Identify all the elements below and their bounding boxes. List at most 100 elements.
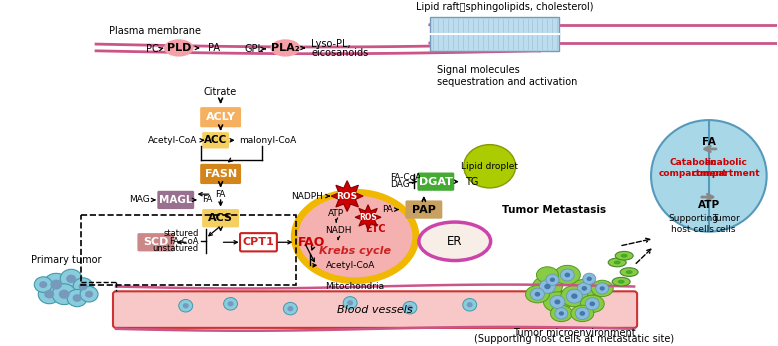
Ellipse shape — [555, 308, 568, 319]
Ellipse shape — [531, 288, 545, 300]
Text: PA: PA — [382, 205, 393, 214]
FancyBboxPatch shape — [138, 233, 174, 252]
Ellipse shape — [271, 39, 300, 57]
Ellipse shape — [464, 145, 516, 188]
Text: malonyl-CoA: malonyl-CoA — [240, 136, 296, 145]
Text: ETC: ETC — [365, 224, 385, 234]
Text: CPT1: CPT1 — [243, 237, 275, 247]
Text: PLA₂: PLA₂ — [271, 43, 300, 53]
Ellipse shape — [550, 305, 573, 322]
Ellipse shape — [580, 311, 585, 316]
Text: PA: PA — [208, 43, 219, 53]
Ellipse shape — [550, 295, 565, 308]
Ellipse shape — [179, 300, 193, 312]
Ellipse shape — [581, 286, 587, 291]
Text: eicosanoids: eicosanoids — [311, 48, 369, 58]
Text: Tumor
cells: Tumor cells — [712, 214, 740, 234]
Ellipse shape — [555, 265, 580, 285]
FancyBboxPatch shape — [240, 233, 277, 252]
Ellipse shape — [587, 276, 592, 281]
Text: statured: statured — [163, 229, 198, 238]
Ellipse shape — [560, 269, 574, 281]
Ellipse shape — [59, 290, 69, 299]
Text: ACS: ACS — [208, 213, 233, 223]
Ellipse shape — [545, 284, 551, 289]
FancyBboxPatch shape — [202, 209, 239, 227]
Ellipse shape — [534, 292, 540, 297]
FancyBboxPatch shape — [200, 164, 241, 184]
Text: Signal molecules
sequestration and activation: Signal molecules sequestration and activ… — [436, 65, 577, 87]
Ellipse shape — [590, 301, 595, 306]
Ellipse shape — [572, 279, 597, 298]
Text: anabolic
compartment: anabolic compartment — [692, 158, 760, 178]
Ellipse shape — [576, 307, 589, 319]
Ellipse shape — [298, 195, 412, 277]
Ellipse shape — [571, 305, 594, 322]
Text: PLD: PLD — [166, 43, 191, 53]
FancyBboxPatch shape — [113, 291, 637, 328]
Text: FASN: FASN — [205, 169, 237, 179]
Text: Lipid raft（sphingolipids, cholesterol): Lipid raft（sphingolipids, cholesterol) — [415, 2, 594, 12]
Text: MAG: MAG — [129, 195, 150, 204]
Ellipse shape — [283, 302, 297, 315]
Ellipse shape — [34, 277, 52, 292]
Text: MAGL: MAGL — [159, 195, 192, 205]
Ellipse shape — [626, 270, 633, 274]
FancyBboxPatch shape — [405, 200, 443, 219]
Ellipse shape — [600, 286, 605, 291]
Text: ACC: ACC — [204, 135, 227, 145]
Text: Catabolic
compartment: Catabolic compartment — [659, 158, 727, 178]
Polygon shape — [355, 205, 381, 230]
Ellipse shape — [67, 289, 87, 307]
Text: Mitochondria: Mitochondria — [325, 282, 384, 291]
Text: NADH: NADH — [325, 226, 352, 235]
Ellipse shape — [223, 298, 237, 310]
Text: DAG: DAG — [390, 180, 410, 189]
Text: ROS: ROS — [359, 213, 377, 222]
Text: Tumor microenvironment: Tumor microenvironment — [513, 328, 636, 338]
Ellipse shape — [550, 277, 555, 282]
Ellipse shape — [419, 222, 491, 261]
Text: Acetyl-CoA: Acetyl-CoA — [325, 261, 375, 270]
Ellipse shape — [463, 299, 477, 311]
Text: Plasma membrane: Plasma membrane — [109, 26, 201, 36]
Ellipse shape — [79, 283, 88, 290]
Ellipse shape — [183, 303, 189, 308]
Text: DGAT: DGAT — [419, 177, 453, 186]
Text: ATP: ATP — [698, 200, 720, 210]
Text: GPL: GPL — [245, 44, 264, 54]
Text: (Supporting host cells at metastatic site): (Supporting host cells at metastatic sit… — [475, 335, 675, 344]
Ellipse shape — [72, 294, 82, 302]
Ellipse shape — [585, 298, 599, 310]
Ellipse shape — [583, 273, 596, 284]
Ellipse shape — [546, 274, 559, 285]
Ellipse shape — [66, 275, 76, 283]
Ellipse shape — [566, 289, 582, 303]
Text: unstatured: unstatured — [152, 245, 198, 254]
Ellipse shape — [532, 276, 562, 297]
Ellipse shape — [287, 306, 293, 311]
Ellipse shape — [580, 295, 605, 312]
Text: SCD: SCD — [143, 237, 169, 247]
Text: FA: FA — [216, 190, 226, 199]
Text: Supporting
host cells: Supporting host cells — [668, 214, 718, 234]
Text: Lipid droplet: Lipid droplet — [461, 162, 518, 171]
Ellipse shape — [596, 283, 608, 294]
Ellipse shape — [44, 290, 54, 299]
Ellipse shape — [228, 301, 233, 307]
Ellipse shape — [577, 282, 591, 294]
Ellipse shape — [565, 273, 570, 277]
Text: FA: FA — [702, 137, 716, 147]
Ellipse shape — [73, 278, 93, 295]
FancyBboxPatch shape — [202, 132, 229, 148]
Ellipse shape — [612, 277, 630, 286]
FancyBboxPatch shape — [418, 173, 454, 191]
Ellipse shape — [407, 305, 413, 310]
Ellipse shape — [403, 301, 417, 314]
Ellipse shape — [467, 302, 473, 308]
Text: Lyso-PL,: Lyso-PL, — [311, 39, 351, 49]
Ellipse shape — [608, 258, 626, 267]
Text: PAP: PAP — [412, 204, 436, 215]
Ellipse shape — [591, 280, 613, 297]
Ellipse shape — [618, 280, 625, 284]
